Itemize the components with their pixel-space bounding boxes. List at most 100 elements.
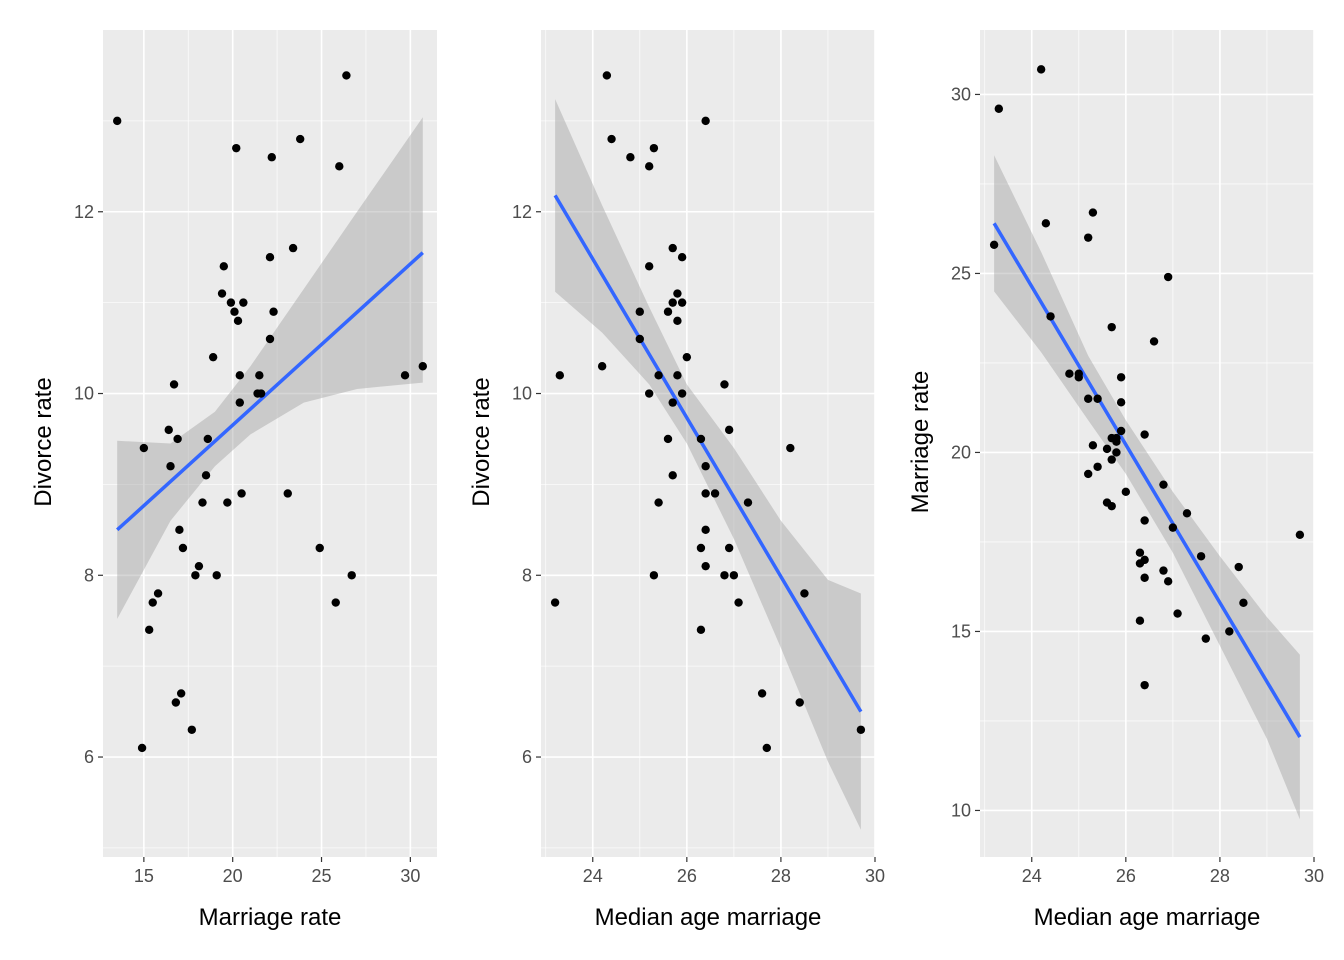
data-point [550,598,560,607]
confidence-band [994,155,1300,820]
data-point [677,298,687,307]
data-point [1140,680,1149,690]
data-point [1093,394,1102,403]
data-point [1163,577,1173,586]
data-point [175,525,184,535]
data-point [176,689,186,698]
x-tick-label: 24 [583,866,603,886]
data-point [663,307,673,316]
x-axis-title: Marriage rate [199,904,342,931]
data-point [1116,426,1126,436]
data-point [734,598,743,607]
data-point [757,689,767,698]
data-point [269,307,278,316]
data-point [1107,322,1116,332]
data-point [335,162,344,171]
data-point [1088,441,1098,450]
data-point [342,71,351,80]
data-point [1074,373,1083,382]
data-point [315,543,324,553]
data-point [800,589,809,598]
data-point [1112,437,1121,446]
data-point [203,434,213,444]
data-point [191,571,200,580]
data-point [729,571,739,580]
plot-background [980,30,1314,857]
data-point [1093,462,1102,471]
data-point [682,352,692,362]
data-point [198,498,207,507]
data-point [1116,398,1126,407]
data-point [762,743,772,753]
data-point [1295,530,1305,539]
data-point [555,371,565,380]
data-point [626,153,635,162]
panel-age-vs-marriage: 24 26 28 30 10 15 20 25 30 Median age marriage M… [907,30,1324,931]
data-point [169,380,179,389]
data-point [1083,394,1093,403]
data-point [677,252,687,262]
data-point [1173,609,1182,618]
data-point [1182,509,1192,518]
data-point [1149,337,1159,346]
data-point [1121,487,1131,497]
data-point [724,543,734,553]
data-point [1083,469,1093,479]
data-point [710,489,720,498]
data-point [668,398,677,407]
data-point [232,143,241,153]
data-point [1140,516,1149,525]
data-point [288,243,298,253]
data-point [418,362,427,371]
plot-background [541,30,875,857]
panel-marriage-vs-divorce: 15 20 25 30 6 8 10 12 Marriage rate Divorce rat… [30,30,437,931]
y-tick-label: 10 [951,800,971,820]
data-point [856,725,866,734]
x-tick-label: 25 [312,866,332,886]
confidence-band [117,117,423,619]
data-point [663,434,673,444]
data-point [239,298,248,307]
data-point [194,561,204,571]
data-point [1102,444,1112,454]
data-point [649,571,659,580]
data-point [331,598,340,607]
data-point [602,71,612,80]
plot-layer: 24 26 28 30 6 8 10 12 [512,30,885,886]
data-point [219,262,229,271]
data-point [635,334,644,344]
data-point [720,571,729,580]
data-point [153,589,163,598]
y-tick-label: 6 [522,747,532,767]
x-tick-label: 30 [1304,866,1324,886]
data-point [1112,448,1121,457]
data-point [795,698,804,707]
data-point [265,252,275,262]
data-point [1140,555,1149,565]
data-point [255,371,264,380]
x-axis-title: Median age marriage [1034,904,1261,931]
data-point [226,298,236,307]
x-tick-label: 24 [1022,866,1042,886]
data-point [644,389,654,398]
data-point [178,543,188,553]
x-tick-label: 20 [223,866,243,886]
x-tick-label: 28 [1210,866,1230,886]
data-point [696,543,706,553]
data-point [1135,616,1145,625]
data-point [233,316,243,326]
data-point [201,471,211,480]
data-point [296,134,305,144]
data-point [283,489,292,498]
panel-age-vs-divorce: 24 26 28 30 6 8 10 12 Median age marriage Divor… [468,30,885,931]
data-point [994,104,1004,113]
data-point [1107,501,1116,511]
data-point [164,425,173,435]
data-point [644,162,654,171]
data-point [607,134,616,144]
x-axis-title: Median age marriage [595,904,822,931]
regression-line [992,222,1302,738]
data-point [743,498,753,507]
y-tick-label: 20 [951,442,971,462]
y-tick-label: 10 [74,384,94,404]
